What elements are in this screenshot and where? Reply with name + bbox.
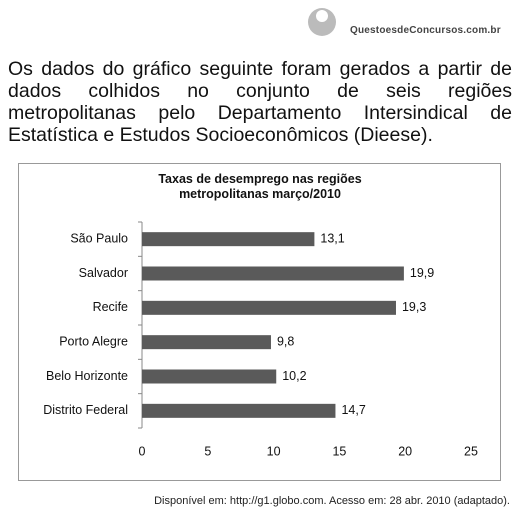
x-tick-label: 5 — [204, 444, 211, 458]
y-tick-label: Recife — [93, 300, 128, 314]
bar — [142, 266, 404, 281]
bar — [142, 335, 271, 350]
x-tick-label: 10 — [267, 444, 281, 458]
bar — [142, 232, 315, 247]
y-tick-label: Salvador — [79, 266, 128, 280]
y-tick-label: Distrito Federal — [43, 403, 128, 417]
y-tick-label: Porto Alegre — [59, 334, 128, 348]
chart-title: Taxas de desemprego nas regiões metropol… — [158, 172, 362, 201]
data-label: 14,7 — [341, 403, 365, 417]
y-tick-label: São Paulo — [70, 231, 128, 245]
data-label: 19,9 — [410, 266, 434, 280]
bar — [142, 300, 396, 315]
data-label: 13,1 — [320, 231, 344, 245]
data-label: 10,2 — [282, 369, 306, 383]
data-label: 9,8 — [277, 334, 294, 348]
logo: QuestoesdeConcursos.com.br — [350, 25, 501, 36]
logo-head — [316, 10, 328, 22]
y-tick-label: Belo Horizonte — [46, 369, 128, 383]
x-tick-label: 15 — [332, 444, 346, 458]
chart-frame — [18, 163, 501, 481]
paragraph: Os dados do gráfico seguinte foram gerad… — [8, 58, 512, 146]
x-tick-label: 20 — [398, 444, 412, 458]
bar — [142, 369, 277, 384]
data-label: 19,3 — [402, 300, 426, 314]
bar — [142, 403, 336, 418]
x-tick-label: 0 — [139, 444, 146, 458]
source: Disponível em: http://g1.globo.com. Aces… — [154, 495, 510, 507]
x-tick-label: 25 — [464, 444, 478, 458]
